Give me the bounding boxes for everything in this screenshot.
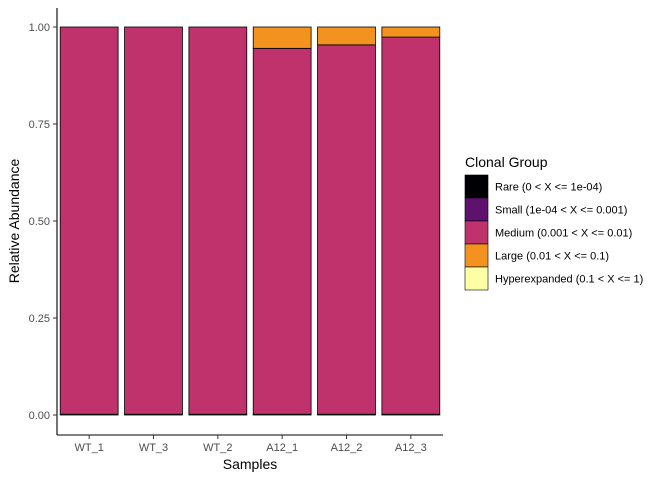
legend-key (464, 266, 489, 291)
x-tick-label: WT_3 (139, 442, 168, 454)
legend-label: Large (0.01 < X <= 0.1) (495, 251, 609, 263)
legend-label: Medium (0.001 < X <= 0.01) (495, 228, 632, 240)
legend-label: Rare (0 < X <= 1e-04) (495, 182, 602, 194)
bar-segment (124, 26, 183, 415)
legend-key (464, 197, 489, 222)
bar-segment (381, 36, 441, 415)
x-tick-label: A12_2 (331, 442, 363, 454)
y-axis-title: Relative Abundance (6, 159, 22, 284)
bar-segment (188, 26, 248, 415)
legend-key (464, 174, 489, 199)
bar-segment (317, 44, 376, 415)
x-tick-label: WT_1 (74, 442, 103, 454)
y-axis: 0.00 0.25 0.50 0.75 1.00 (29, 8, 58, 435)
bar-segment (252, 26, 312, 49)
y-tick-label: 0.00 (29, 410, 50, 422)
legend-label: Small (1e-04 < X <= 0.001) (495, 205, 627, 217)
bar-segment (381, 26, 441, 38)
legend-title: Clonal Group (465, 154, 548, 170)
x-tick-label: A12_1 (266, 442, 298, 454)
bars-group (59, 26, 441, 416)
legend: Clonal Group Rare (0 < X <= 1e-04) Small … (464, 154, 643, 291)
legend-key (464, 243, 489, 268)
y-tick-label: 1.00 (29, 22, 50, 34)
x-tick-label: A12_3 (395, 442, 427, 454)
x-tick-label: WT_2 (203, 442, 232, 454)
y-tick-label: 0.75 (29, 119, 50, 131)
y-tick-label: 0.50 (29, 216, 50, 228)
x-axis: WT_1 WT_3 WT_2 A12_1 A12_2 A12_3 (57, 434, 443, 454)
x-axis-title: Samples (223, 456, 277, 472)
bar-segment (317, 26, 376, 46)
bar-segment (252, 47, 312, 415)
legend-label: Hyperexpanded (0.1 < X <= 1) (495, 274, 643, 286)
bar-segment (59, 26, 119, 415)
legend-key (464, 220, 489, 245)
y-tick-label: 0.25 (29, 313, 50, 325)
